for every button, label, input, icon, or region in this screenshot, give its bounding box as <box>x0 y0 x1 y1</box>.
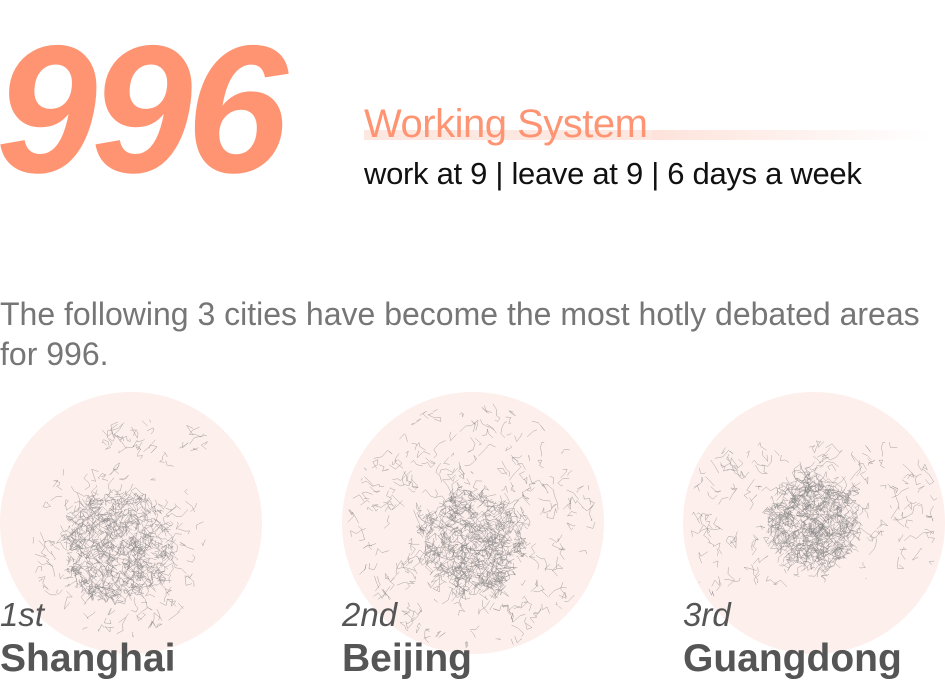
system-title: Working System <box>364 102 945 146</box>
city-rank: 1st <box>0 596 45 633</box>
system-title-text: Working System <box>364 102 648 146</box>
city-rank: 2nd <box>342 596 398 633</box>
shanghai-map-circle <box>0 392 262 654</box>
beijing-road-map-icon <box>347 403 596 648</box>
road-lines <box>32 419 208 638</box>
headline-number: 996 <box>0 7 288 211</box>
road-lines <box>347 403 596 648</box>
title-underline-fade <box>652 130 932 140</box>
system-subtitle: work at 9 | leave at 9 | 6 days a week <box>364 156 862 191</box>
city-card-guangdong: 3rd Guangdong <box>683 392 945 685</box>
guangdong-map-circle <box>683 392 945 654</box>
city-name: Guangdong <box>683 637 902 680</box>
intro-text: The following 3 cities have become the m… <box>0 296 920 372</box>
city-name: Beijing <box>342 637 473 680</box>
shanghai-road-map-icon <box>32 419 208 638</box>
city-card-beijing: 2nd Beijing <box>342 392 604 685</box>
city-name: Shanghai <box>0 637 176 680</box>
city-card-shanghai: 1st Shanghai <box>0 392 262 685</box>
beijing-map-circle <box>342 392 604 654</box>
guangdong-road-map-icon <box>691 440 938 597</box>
city-rank: 3rd <box>683 596 731 633</box>
system-block: Working System work at 9 | leave at 9 | … <box>364 102 945 192</box>
road-lines <box>691 440 938 597</box>
